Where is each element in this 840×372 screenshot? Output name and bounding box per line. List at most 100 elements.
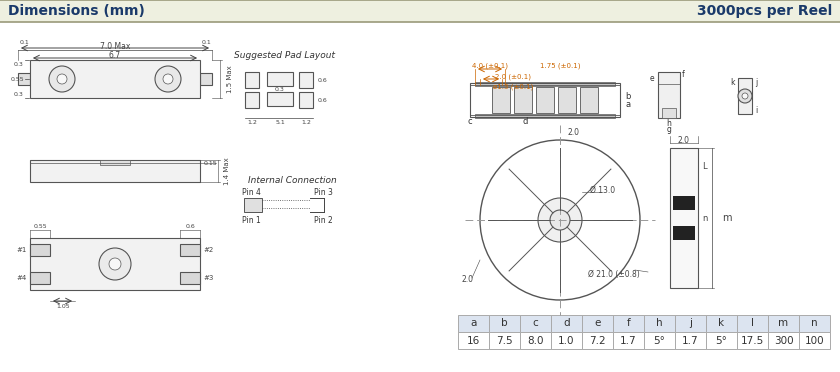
Text: m: m: [779, 318, 789, 328]
Bar: [675, 315, 706, 332]
Text: 1.2: 1.2: [247, 119, 257, 125]
Text: a: a: [625, 99, 630, 109]
Bar: [200, 73, 212, 85]
Bar: [520, 315, 551, 332]
Text: n: n: [811, 318, 818, 328]
Text: 4.0 (±0.1): 4.0 (±0.1): [472, 63, 508, 69]
Text: #4: #4: [17, 275, 27, 281]
Bar: [662, 108, 676, 118]
Bar: [799, 315, 830, 332]
Bar: [644, 315, 675, 332]
Bar: [475, 114, 615, 118]
Bar: [737, 315, 768, 332]
Circle shape: [155, 66, 181, 92]
Text: 7.0 Max: 7.0 Max: [100, 42, 130, 51]
Bar: [737, 332, 768, 349]
Text: 0.55: 0.55: [10, 77, 24, 81]
Text: 0.15: 0.15: [204, 160, 218, 166]
Text: #2: #2: [203, 247, 213, 253]
Text: b: b: [625, 92, 630, 100]
Circle shape: [109, 258, 121, 270]
Text: 3000pcs per Reel: 3000pcs per Reel: [696, 4, 832, 18]
Text: 7.5: 7.5: [496, 336, 512, 346]
Text: f: f: [682, 70, 685, 78]
Bar: [470, 83, 620, 117]
Bar: [245, 92, 259, 108]
Bar: [580, 87, 598, 113]
Circle shape: [57, 74, 67, 84]
Bar: [267, 72, 293, 86]
Text: 17.5: 17.5: [741, 336, 764, 346]
Bar: [180, 244, 200, 256]
Bar: [520, 332, 551, 349]
Text: j: j: [755, 77, 757, 87]
Bar: [644, 332, 675, 349]
Text: i: i: [755, 106, 757, 115]
Text: Dimensions (mm): Dimensions (mm): [8, 4, 144, 18]
Text: h: h: [667, 119, 671, 128]
Text: Pin 4: Pin 4: [242, 187, 261, 196]
Bar: [706, 315, 737, 332]
Text: 5°: 5°: [654, 336, 665, 346]
Bar: [100, 160, 130, 165]
Text: h: h: [656, 318, 663, 328]
Bar: [30, 160, 200, 182]
Bar: [706, 332, 737, 349]
Bar: [536, 87, 554, 113]
Bar: [267, 92, 293, 106]
Circle shape: [163, 74, 173, 84]
Text: m: m: [722, 213, 732, 223]
Bar: [458, 332, 489, 349]
Text: 8.0: 8.0: [528, 336, 543, 346]
Bar: [658, 72, 680, 118]
Text: 0.55: 0.55: [34, 224, 47, 228]
Bar: [670, 148, 698, 288]
Text: g: g: [667, 125, 671, 134]
Bar: [245, 72, 259, 88]
Bar: [673, 196, 695, 210]
Text: 0.6: 0.6: [185, 224, 195, 228]
Text: 2.0: 2.0: [568, 128, 580, 137]
Text: 7.2: 7.2: [589, 336, 606, 346]
Bar: [299, 92, 313, 108]
Text: 1.2: 1.2: [301, 119, 311, 125]
Text: 16: 16: [467, 336, 480, 346]
Text: c: c: [468, 116, 472, 125]
Text: 1.7: 1.7: [620, 336, 637, 346]
Bar: [582, 332, 613, 349]
Text: 0.6: 0.6: [318, 97, 328, 103]
Text: l: l: [751, 318, 754, 328]
Text: b: b: [501, 318, 508, 328]
Bar: [675, 332, 706, 349]
Bar: [30, 272, 50, 284]
Text: Pin 3: Pin 3: [314, 187, 333, 196]
Text: 1.75 (±0.1): 1.75 (±0.1): [540, 63, 580, 69]
Text: 0.3: 0.3: [275, 87, 285, 92]
Text: ø1.3 (±0.1): ø1.3 (±0.1): [493, 84, 533, 90]
Text: 2.0: 2.0: [462, 276, 474, 285]
Bar: [768, 332, 799, 349]
Bar: [738, 78, 752, 114]
Text: e: e: [595, 318, 601, 328]
Text: j: j: [689, 318, 692, 328]
Bar: [514, 87, 532, 113]
Text: L: L: [702, 161, 706, 170]
Circle shape: [49, 66, 75, 92]
Text: d: d: [563, 318, 570, 328]
Bar: [551, 315, 582, 332]
Circle shape: [738, 89, 752, 103]
Text: d: d: [522, 116, 528, 125]
Circle shape: [538, 198, 582, 242]
Text: f: f: [627, 318, 630, 328]
Bar: [0, 0, 840, 22]
Text: Pin 2: Pin 2: [314, 215, 333, 224]
Bar: [30, 60, 200, 98]
Text: 1.05: 1.05: [56, 305, 70, 310]
Bar: [489, 332, 520, 349]
Text: n: n: [702, 214, 707, 222]
Text: 0.3: 0.3: [14, 61, 24, 67]
Text: c: c: [533, 318, 538, 328]
Text: e: e: [649, 74, 654, 83]
Circle shape: [99, 248, 131, 280]
Text: 0.6: 0.6: [318, 77, 328, 83]
